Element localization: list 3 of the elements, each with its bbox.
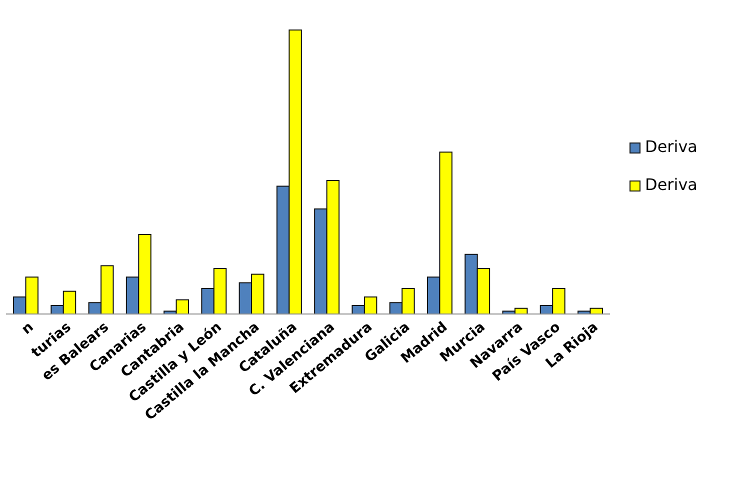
legend-label: Deriva (645, 175, 698, 194)
x-tick-label: n (18, 319, 37, 338)
legend-label: Deriva (645, 137, 698, 156)
